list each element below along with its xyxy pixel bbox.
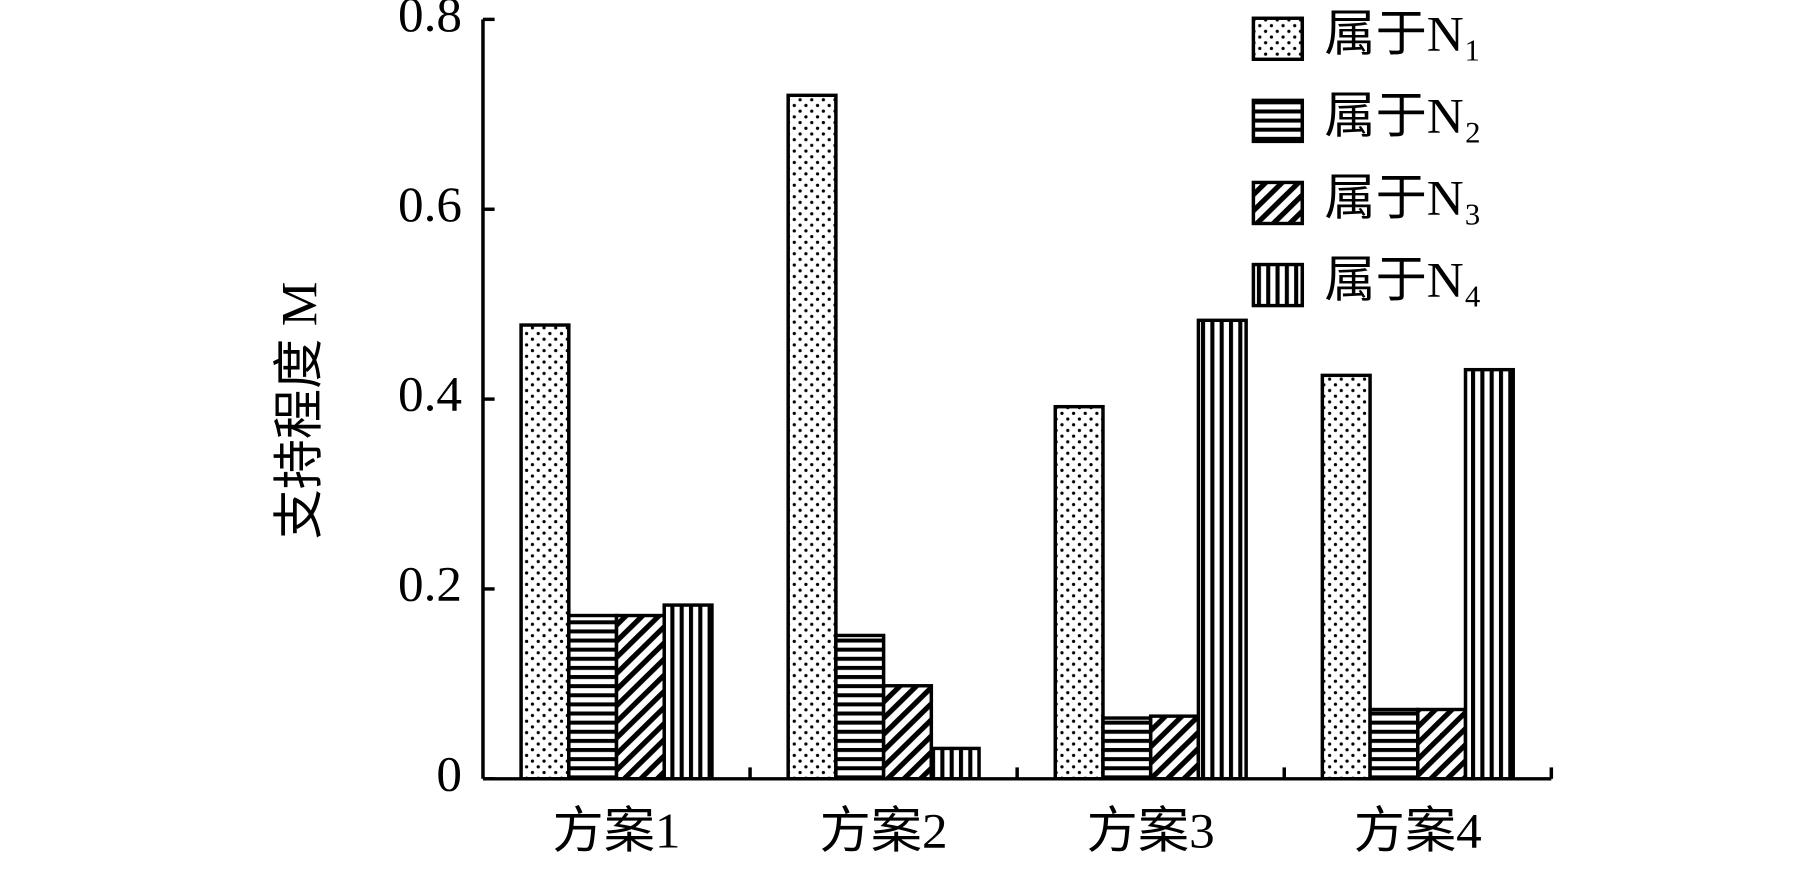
y-tick-label: 0 — [436, 746, 462, 801]
bar — [1368, 707, 1420, 781]
y-axis-label: 支持程度 M — [271, 282, 328, 540]
bar — [1101, 716, 1153, 781]
bar — [519, 323, 571, 781]
bar — [662, 603, 714, 781]
legend-label: 属于N₄ — [1324, 252, 1481, 307]
bar — [1196, 318, 1248, 781]
bar — [786, 93, 838, 781]
bar — [834, 633, 886, 781]
legend-label: 属于N₁ — [1324, 6, 1481, 61]
x-tick-label: 方案3 — [1087, 803, 1215, 858]
bar — [567, 613, 619, 781]
y-tick-label: 0.8 — [398, 0, 462, 42]
x-tick-label: 方案4 — [1354, 803, 1482, 858]
x-tick-label: 方案2 — [820, 803, 948, 858]
bar — [1416, 707, 1468, 781]
bar — [1463, 367, 1515, 781]
bar — [1320, 373, 1372, 781]
legend-swatch — [1251, 98, 1305, 144]
legend-swatch — [1251, 16, 1305, 62]
y-tick-label: 0.6 — [398, 176, 462, 231]
legend-swatch — [1251, 262, 1305, 308]
bar — [614, 613, 666, 781]
bar — [929, 746, 981, 781]
y-tick-label: 0.4 — [398, 366, 462, 421]
bar — [1148, 714, 1201, 781]
legend-label: 属于N₂ — [1324, 88, 1481, 143]
y-tick-label: 0.2 — [398, 556, 462, 611]
x-tick-label: 方案1 — [553, 803, 681, 858]
legend-label: 属于N₃ — [1324, 170, 1481, 225]
bar — [881, 684, 934, 781]
legend-swatch — [1251, 180, 1305, 226]
bar — [1053, 404, 1105, 781]
